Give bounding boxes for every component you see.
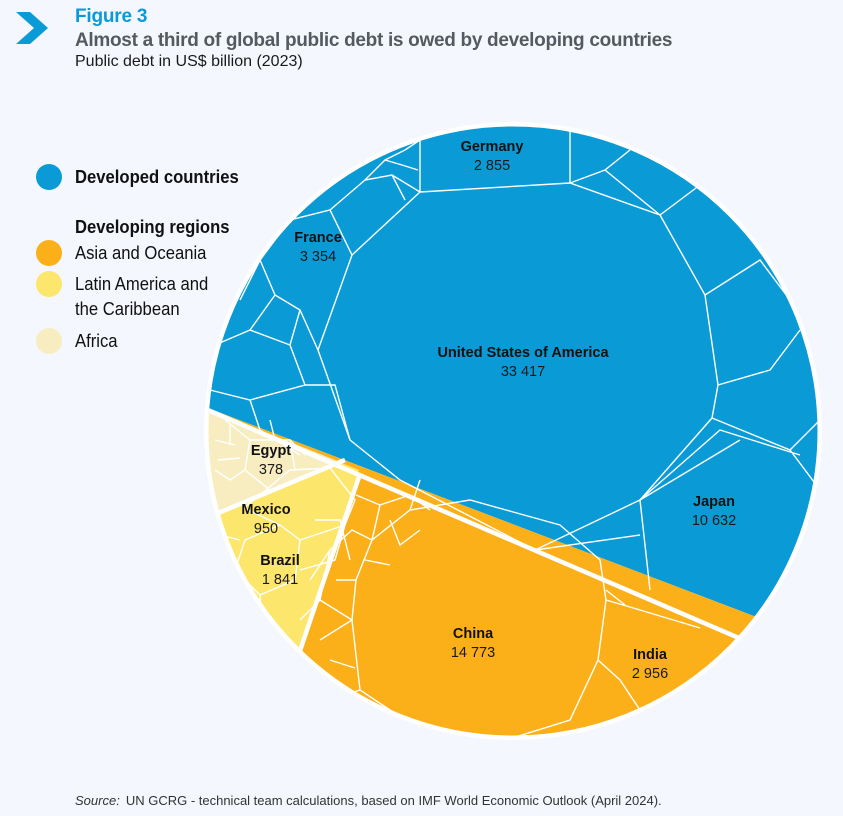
legend-label-developed: Developed countries [75, 166, 239, 187]
cell-boundary [597, 589, 701, 711]
cell-value-united-states-of-america: 33 417 [501, 364, 545, 380]
cell-label-germany: Germany [461, 139, 524, 155]
legend-item-developed: Developed countries [36, 164, 257, 190]
legend-item-africa: Africa [36, 328, 122, 354]
cell-boundary [639, 417, 818, 591]
legend-label-africa: Africa [75, 330, 118, 351]
chart-subtitle: Public debt in US$ billion (2023) [75, 53, 303, 70]
legend-item-asia: Asia and Oceania [36, 240, 221, 266]
cell-boundary [315, 519, 391, 581]
cell-value-india: 2 956 [632, 666, 668, 682]
legend-swatch-africa [36, 328, 62, 354]
cell-label-india: India [633, 647, 668, 663]
legend-swatch-developed [36, 164, 62, 190]
legend-heading-developing: Developing regions [75, 216, 230, 237]
source-note: Source: UN GCRG - technical team calculat… [75, 793, 662, 808]
cell-boundary [534, 429, 801, 551]
legend-label-latam-line2: the Caribbean [75, 298, 180, 319]
cell-value-mexico: 950 [254, 521, 278, 537]
cell-label-egypt: Egypt [251, 443, 291, 459]
source-prefix: Source: [75, 793, 120, 808]
chart-title: Almost a third of global public debt is … [75, 30, 673, 51]
cell-label-united-states-of-america: United States of America [437, 345, 609, 361]
legend-item-latam: Latin America and the Caribbean [36, 271, 223, 321]
legend-swatch-latam [36, 271, 62, 297]
cell-label-china: China [453, 626, 494, 642]
cell-value-brazil: 1 841 [262, 572, 298, 588]
cell-label-mexico: Mexico [241, 502, 290, 518]
cell-value-egypt: 378 [259, 462, 283, 478]
region-developed-countries [208, 126, 818, 664]
divider-asia-latam [287, 473, 363, 681]
region-africa [208, 386, 340, 545]
cell-label-brazil: Brazil [260, 553, 300, 569]
chevron-right-icon [16, 12, 48, 44]
legend-label-asia: Asia and Oceania [75, 242, 207, 263]
cell-label-france: France [294, 230, 342, 246]
cell-value-china: 14 773 [451, 645, 495, 661]
cell-boundary [351, 499, 607, 736]
cell-boundary [209, 259, 306, 401]
cell-value-france: 3 354 [300, 249, 336, 265]
cell-boundary [329, 174, 421, 211]
cell-value-germany: 2 855 [474, 158, 510, 174]
cell-label-japan: Japan [693, 494, 735, 510]
legend-swatch-asia [36, 240, 62, 266]
cell-boundary [214, 419, 276, 461]
cell-boundary [242, 467, 356, 541]
chart-ring [205, 123, 821, 739]
cell-boundary [214, 419, 306, 491]
source-text: UN GCRG - technical team calculations, b… [125, 793, 662, 808]
cell-boundary [364, 139, 421, 201]
legend-label-latam-line1: Latin America and [75, 273, 209, 294]
legend-label-latam: Latin America and the Caribbean [75, 271, 208, 321]
figure-label: Figure 3 [75, 6, 148, 27]
cell-value-japan: 10 632 [692, 513, 736, 529]
